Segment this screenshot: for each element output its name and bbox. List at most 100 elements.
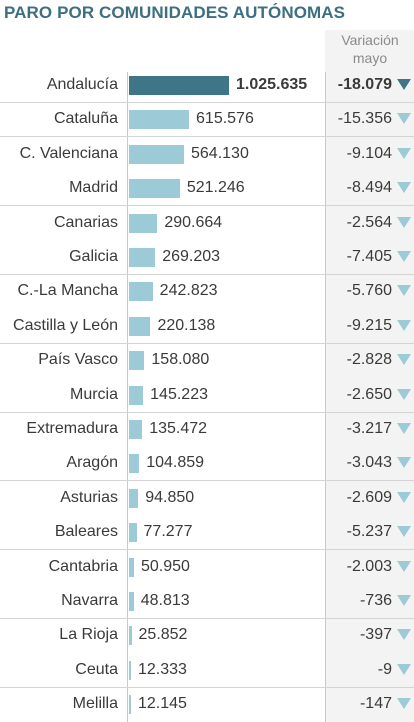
value-label: 242.823 [159,282,218,300]
table-row: La Rioja 25.852 -397 [0,618,414,652]
bar [129,695,131,715]
bar [129,592,134,611]
table-row: Navarra 48.813 -736 [0,584,414,618]
arrow-down-icon [397,629,411,641]
bar [129,282,153,302]
row-separator [0,273,414,275]
table-row: C. Valenciana 564.130 -9.104 [0,137,414,171]
region-label: Melilla [72,695,118,713]
value-label: 50.950 [140,557,190,575]
row-separator [0,342,414,344]
change-label: -2.003 [346,557,392,575]
value-label: 521.246 [186,179,245,197]
region-label: Cataluña [53,110,118,128]
change-label: -2.828 [346,351,392,369]
region-label: Ceuta [75,660,118,678]
region-label: Navarra [61,592,118,609]
row-separator [0,411,414,413]
change-label: -3.217 [346,420,392,437]
region-label: Canarias [53,213,118,231]
region-label: Castilla y León [13,316,118,334]
value-label: 104.859 [146,454,205,472]
arrow-down-icon [397,79,411,90]
region-label: País Vasco [38,351,118,369]
region-label: Murcia [69,385,118,403]
change-label: -18.079 [337,76,392,93]
change-header-line1: Variación [341,32,399,48]
change-column-background [325,30,414,722]
arrow-down-icon [397,457,411,469]
region-label: Madrid [69,179,118,197]
change-label: -2.564 [346,213,392,231]
table-row: Galicia 269.203 -7.405 [0,240,414,274]
arrow-down-icon [397,216,411,228]
table-row: C.-La Mancha 242.823 -5.760 [0,274,414,308]
table-row: Castilla y León 220.138 -9.215 [0,309,414,343]
table-row: Melilla 12.145 -147 [0,687,414,721]
column-divider [325,72,326,722]
bar [129,110,190,130]
value-label: 12.145 [138,695,187,713]
value-label: 77.277 [143,523,193,541]
region-label: C. Valenciana [19,144,118,162]
arrow-down-icon [397,595,411,606]
value-label: 564.130 [191,144,249,162]
chart-title: PARO POR COMUNIDADES AUTÓNOMAS [4,3,346,22]
change-label: -5.237 [346,523,392,541]
region-label: La Rioja [59,626,118,644]
change-label: -397 [359,626,392,644]
bar [129,76,229,95]
table-row: Murcia 145.223 -2.650 [0,378,414,412]
bar [129,660,131,680]
row-separator [0,480,414,482]
value-label: 615.576 [196,110,254,128]
bar [129,420,143,439]
row-separator [0,101,414,103]
arrow-down-icon [397,113,411,125]
bar [129,557,134,577]
arrow-down-icon [397,491,411,503]
change-label: -147 [359,695,392,713]
table-row: Cataluña 615.576 -15.356 [0,102,414,136]
bar [129,248,156,267]
row-separator [0,549,414,551]
table-row: Andalucía 1.025.635 -18.079 [0,68,414,102]
change-column-header: Variación mayo [326,31,414,67]
row-separator [0,205,414,207]
change-label: -9 [377,660,392,678]
bar [129,488,139,508]
arrow-down-icon [397,423,411,434]
change-label: -736 [359,592,392,609]
arrow-down-icon [397,147,411,159]
value-label: 48.813 [140,592,190,609]
region-label: Cantabria [48,557,118,575]
arrow-down-icon [397,354,411,366]
arrow-down-icon [397,182,411,194]
change-label: -3.043 [346,454,392,472]
value-label: 269.203 [162,248,221,265]
value-label: 135.472 [149,420,208,437]
arrow-down-icon [397,319,411,331]
change-label: -15.356 [337,110,392,128]
table-row: Cantabria 50.950 -2.003 [0,550,414,584]
region-label: Asturias [60,488,118,506]
value-label: 25.852 [138,626,188,644]
value-label: 94.850 [145,488,195,506]
region-label: Andalucía [46,76,118,93]
change-label: -8.494 [346,179,392,197]
bar [129,523,137,543]
value-label: 1.025.635 [236,76,308,93]
bar [129,626,132,646]
region-label: Extremadura [26,420,118,437]
region-label: Baleares [54,523,118,541]
change-label: -2.609 [346,488,392,506]
value-label: 220.138 [157,316,216,334]
change-label: -7.405 [346,248,392,265]
table-row: Madrid 521.246 -8.494 [0,171,414,205]
bar [129,351,145,371]
arrow-down-icon [397,388,411,400]
bar [129,213,158,233]
arrow-down-icon [397,285,411,297]
arrow-down-icon [397,698,411,710]
region-label: Aragón [66,454,118,472]
